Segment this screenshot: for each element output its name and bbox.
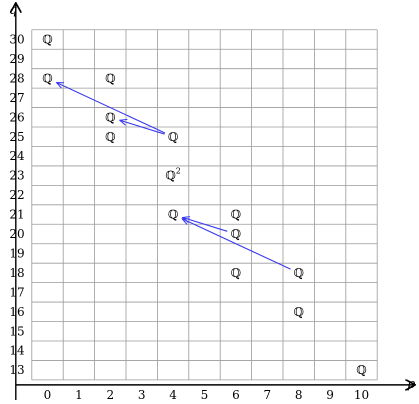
y-tick-label: 14 <box>9 344 25 358</box>
cell-label: ℚ <box>293 266 303 280</box>
y-tick-label: 28 <box>9 71 24 85</box>
y-tick-label: 27 <box>9 91 24 105</box>
cell-label: ℚ <box>168 208 178 222</box>
y-tick-label: 19 <box>9 246 24 260</box>
y-tick-label: 17 <box>9 285 24 299</box>
y-tick-label: 29 <box>9 52 24 66</box>
cell-label: ℚ <box>293 305 303 319</box>
y-tick-label: 26 <box>9 110 24 124</box>
y-tick-label: 25 <box>9 130 24 144</box>
cell-label: ℚ <box>231 208 241 222</box>
x-tick-label: 10 <box>354 388 369 402</box>
x-tick-label: 8 <box>295 388 303 402</box>
cell-label: ℚ <box>231 227 241 241</box>
y-tick-label: 21 <box>9 208 24 222</box>
differential-arrows <box>57 83 291 270</box>
differential-arrow <box>120 120 165 135</box>
x-axis-label: p <box>407 377 416 392</box>
y-tick-label: 18 <box>9 266 24 280</box>
x-tick-label: 1 <box>75 388 83 402</box>
cell-label: ℚ <box>105 71 115 85</box>
y-tick-label: 24 <box>9 149 25 163</box>
y-axis-label: q <box>9 3 17 18</box>
grid <box>31 29 378 381</box>
y-tick-label: 23 <box>9 169 24 183</box>
x-tick-label: 9 <box>326 388 334 402</box>
y-tick-label: 20 <box>9 227 24 241</box>
y-tick-label: 13 <box>9 363 24 377</box>
cell-label: ℚ2 <box>165 167 181 183</box>
cell-label: ℚ <box>231 266 241 280</box>
cell-label: ℚ <box>356 363 366 377</box>
cell-label: ℚ <box>105 110 115 124</box>
tick-labels: 0 1 2 3 4 5 6 7 8 9 101314151617181920212223242526… <box>9 33 369 403</box>
x-tick-label: 0 <box>44 388 52 402</box>
differential-arrow <box>183 218 228 232</box>
y-tick-label: 15 <box>9 324 24 338</box>
x-tick-label: 3 <box>138 388 146 402</box>
x-tick-label: 6 <box>232 388 240 402</box>
x-tick-label: 7 <box>263 388 271 402</box>
cell-label: ℚ <box>105 130 115 144</box>
y-tick-label: 16 <box>9 305 24 319</box>
x-tick-label: 5 <box>201 388 209 402</box>
x-tick-label: 2 <box>106 388 114 402</box>
cell-label: ℚ <box>42 33 52 47</box>
x-tick-label: 4 <box>169 388 177 402</box>
differential-arrow <box>182 219 291 270</box>
differential-arrow <box>57 83 166 134</box>
cell-label: ℚ <box>42 71 52 85</box>
cell-label: ℚ <box>168 130 178 144</box>
y-tick-label: 22 <box>9 188 24 202</box>
y-tick-label: 30 <box>9 33 24 47</box>
axes <box>16 4 414 400</box>
cell-label-exponent: 2 <box>176 167 181 176</box>
